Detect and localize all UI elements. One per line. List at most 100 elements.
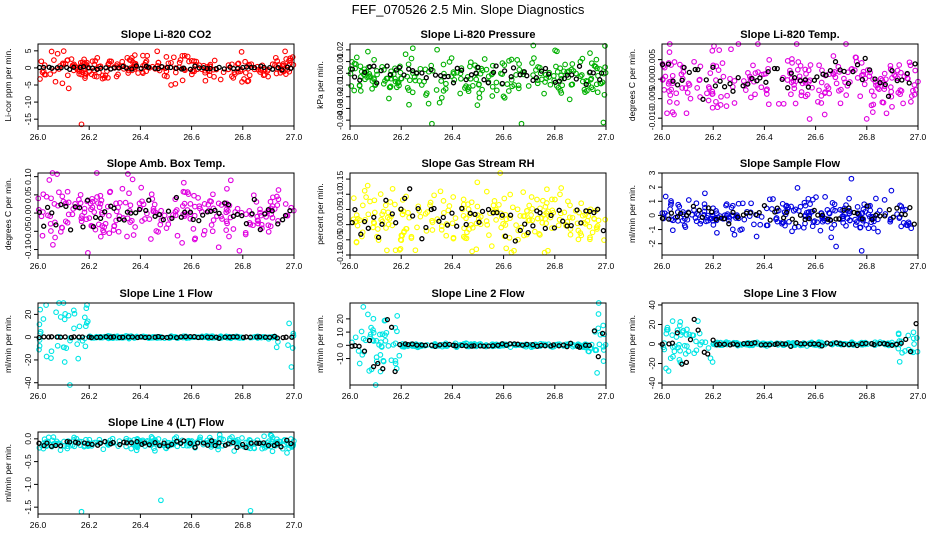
slope-point	[132, 224, 138, 230]
reference-point	[463, 221, 469, 228]
slope-point	[731, 100, 738, 106]
slope-point	[669, 72, 676, 79]
slope-point	[227, 440, 234, 447]
panel-title: Slope Sample Flow	[740, 158, 841, 170]
plot-frame	[349, 302, 607, 386]
reference-point	[564, 343, 570, 350]
slope-point	[713, 98, 719, 105]
reference-point	[67, 66, 73, 73]
reference-point	[243, 444, 249, 451]
slope-point	[676, 322, 683, 329]
x-axis: 26.0 26.2 26.4 26.6 26.8 27.0	[342, 385, 615, 401]
slope-point	[559, 82, 566, 89]
reference-point	[517, 227, 523, 234]
reference-point	[454, 223, 460, 229]
x-tick-label: 27.0	[910, 261, 927, 271]
reference-point	[899, 77, 905, 83]
slope-point	[133, 447, 140, 454]
slope-point	[113, 334, 119, 340]
reference-point	[463, 343, 469, 349]
slope-point	[450, 194, 457, 200]
reference-point	[230, 439, 236, 446]
reference-point	[89, 65, 96, 71]
reference-point	[548, 343, 554, 349]
reference-point	[361, 348, 368, 354]
slope-point	[727, 75, 733, 82]
slope-point	[567, 231, 574, 238]
slope-point	[685, 348, 692, 355]
reference-point	[578, 220, 584, 226]
reference-point	[574, 207, 580, 213]
slope-point	[687, 95, 694, 102]
reference-point	[234, 444, 240, 451]
slope-point	[674, 100, 680, 106]
panel-title: Slope Line 2 Flow	[432, 288, 525, 300]
slope-point	[871, 93, 877, 99]
reference-point	[102, 209, 108, 215]
slope-point	[406, 101, 412, 108]
slope-point	[577, 73, 584, 80]
reference-point	[767, 217, 773, 223]
slope-point	[289, 345, 296, 351]
reference-point	[53, 442, 59, 449]
reference-point	[597, 77, 603, 83]
slope-point	[543, 220, 549, 227]
slope-point	[52, 78, 59, 85]
x-tick-label: 26.4	[132, 520, 149, 530]
reference-point	[522, 221, 528, 227]
reference-point	[280, 334, 286, 341]
slope-point	[797, 203, 804, 210]
reference-point	[550, 342, 557, 348]
slope-point	[903, 222, 910, 228]
slope-point	[746, 213, 753, 219]
slope-point	[483, 218, 490, 224]
slope-point	[211, 57, 218, 64]
reference-point	[468, 72, 475, 78]
slope-point	[463, 340, 469, 347]
slope-point	[539, 219, 546, 226]
reference-point	[463, 76, 469, 83]
y-tick-label: -1	[647, 226, 657, 234]
slope-point	[474, 102, 481, 108]
slope-point	[91, 209, 98, 215]
slope-point	[701, 201, 708, 207]
reference-point	[111, 65, 118, 71]
slope-point	[371, 75, 377, 82]
slope-point	[770, 196, 776, 202]
reference-point	[146, 197, 152, 203]
slope-point	[566, 96, 573, 103]
slope-point	[493, 207, 499, 213]
slope-point	[753, 233, 760, 240]
reference-point	[48, 443, 55, 450]
slope-point	[378, 339, 384, 346]
reference-point	[765, 68, 771, 75]
slope-point	[587, 236, 593, 243]
slope-point	[595, 325, 602, 332]
slope-point	[463, 215, 469, 222]
chart-panel: Slope Amb. Box Temp. degrees C per min. 26…	[3, 158, 303, 271]
slope-point	[861, 81, 868, 88]
slope-point	[684, 326, 690, 333]
reference-point	[121, 217, 127, 223]
slope-point	[504, 81, 511, 87]
x-tick-label: 26.8	[235, 391, 252, 401]
slope-point	[54, 342, 61, 349]
reference-point	[906, 80, 912, 86]
slope-point	[709, 88, 716, 95]
slope-point	[441, 209, 447, 216]
y-tick-label: 40	[647, 300, 657, 310]
reference-point	[481, 343, 487, 349]
slope-point	[417, 213, 424, 220]
slope-point	[230, 226, 237, 232]
slope-point	[60, 344, 67, 351]
reference-point	[146, 442, 152, 448]
y-tick-label: 0	[23, 335, 33, 340]
reference-point	[705, 205, 712, 211]
x-axis: 26.0 26.2 26.4 26.6 26.8 27.0	[654, 126, 927, 142]
reference-point	[797, 78, 804, 84]
slope-point	[356, 360, 363, 367]
reference-point	[700, 96, 706, 102]
y-tick-label: -0.02	[335, 87, 345, 107]
reference-point	[678, 210, 684, 217]
slope-point	[174, 232, 181, 239]
